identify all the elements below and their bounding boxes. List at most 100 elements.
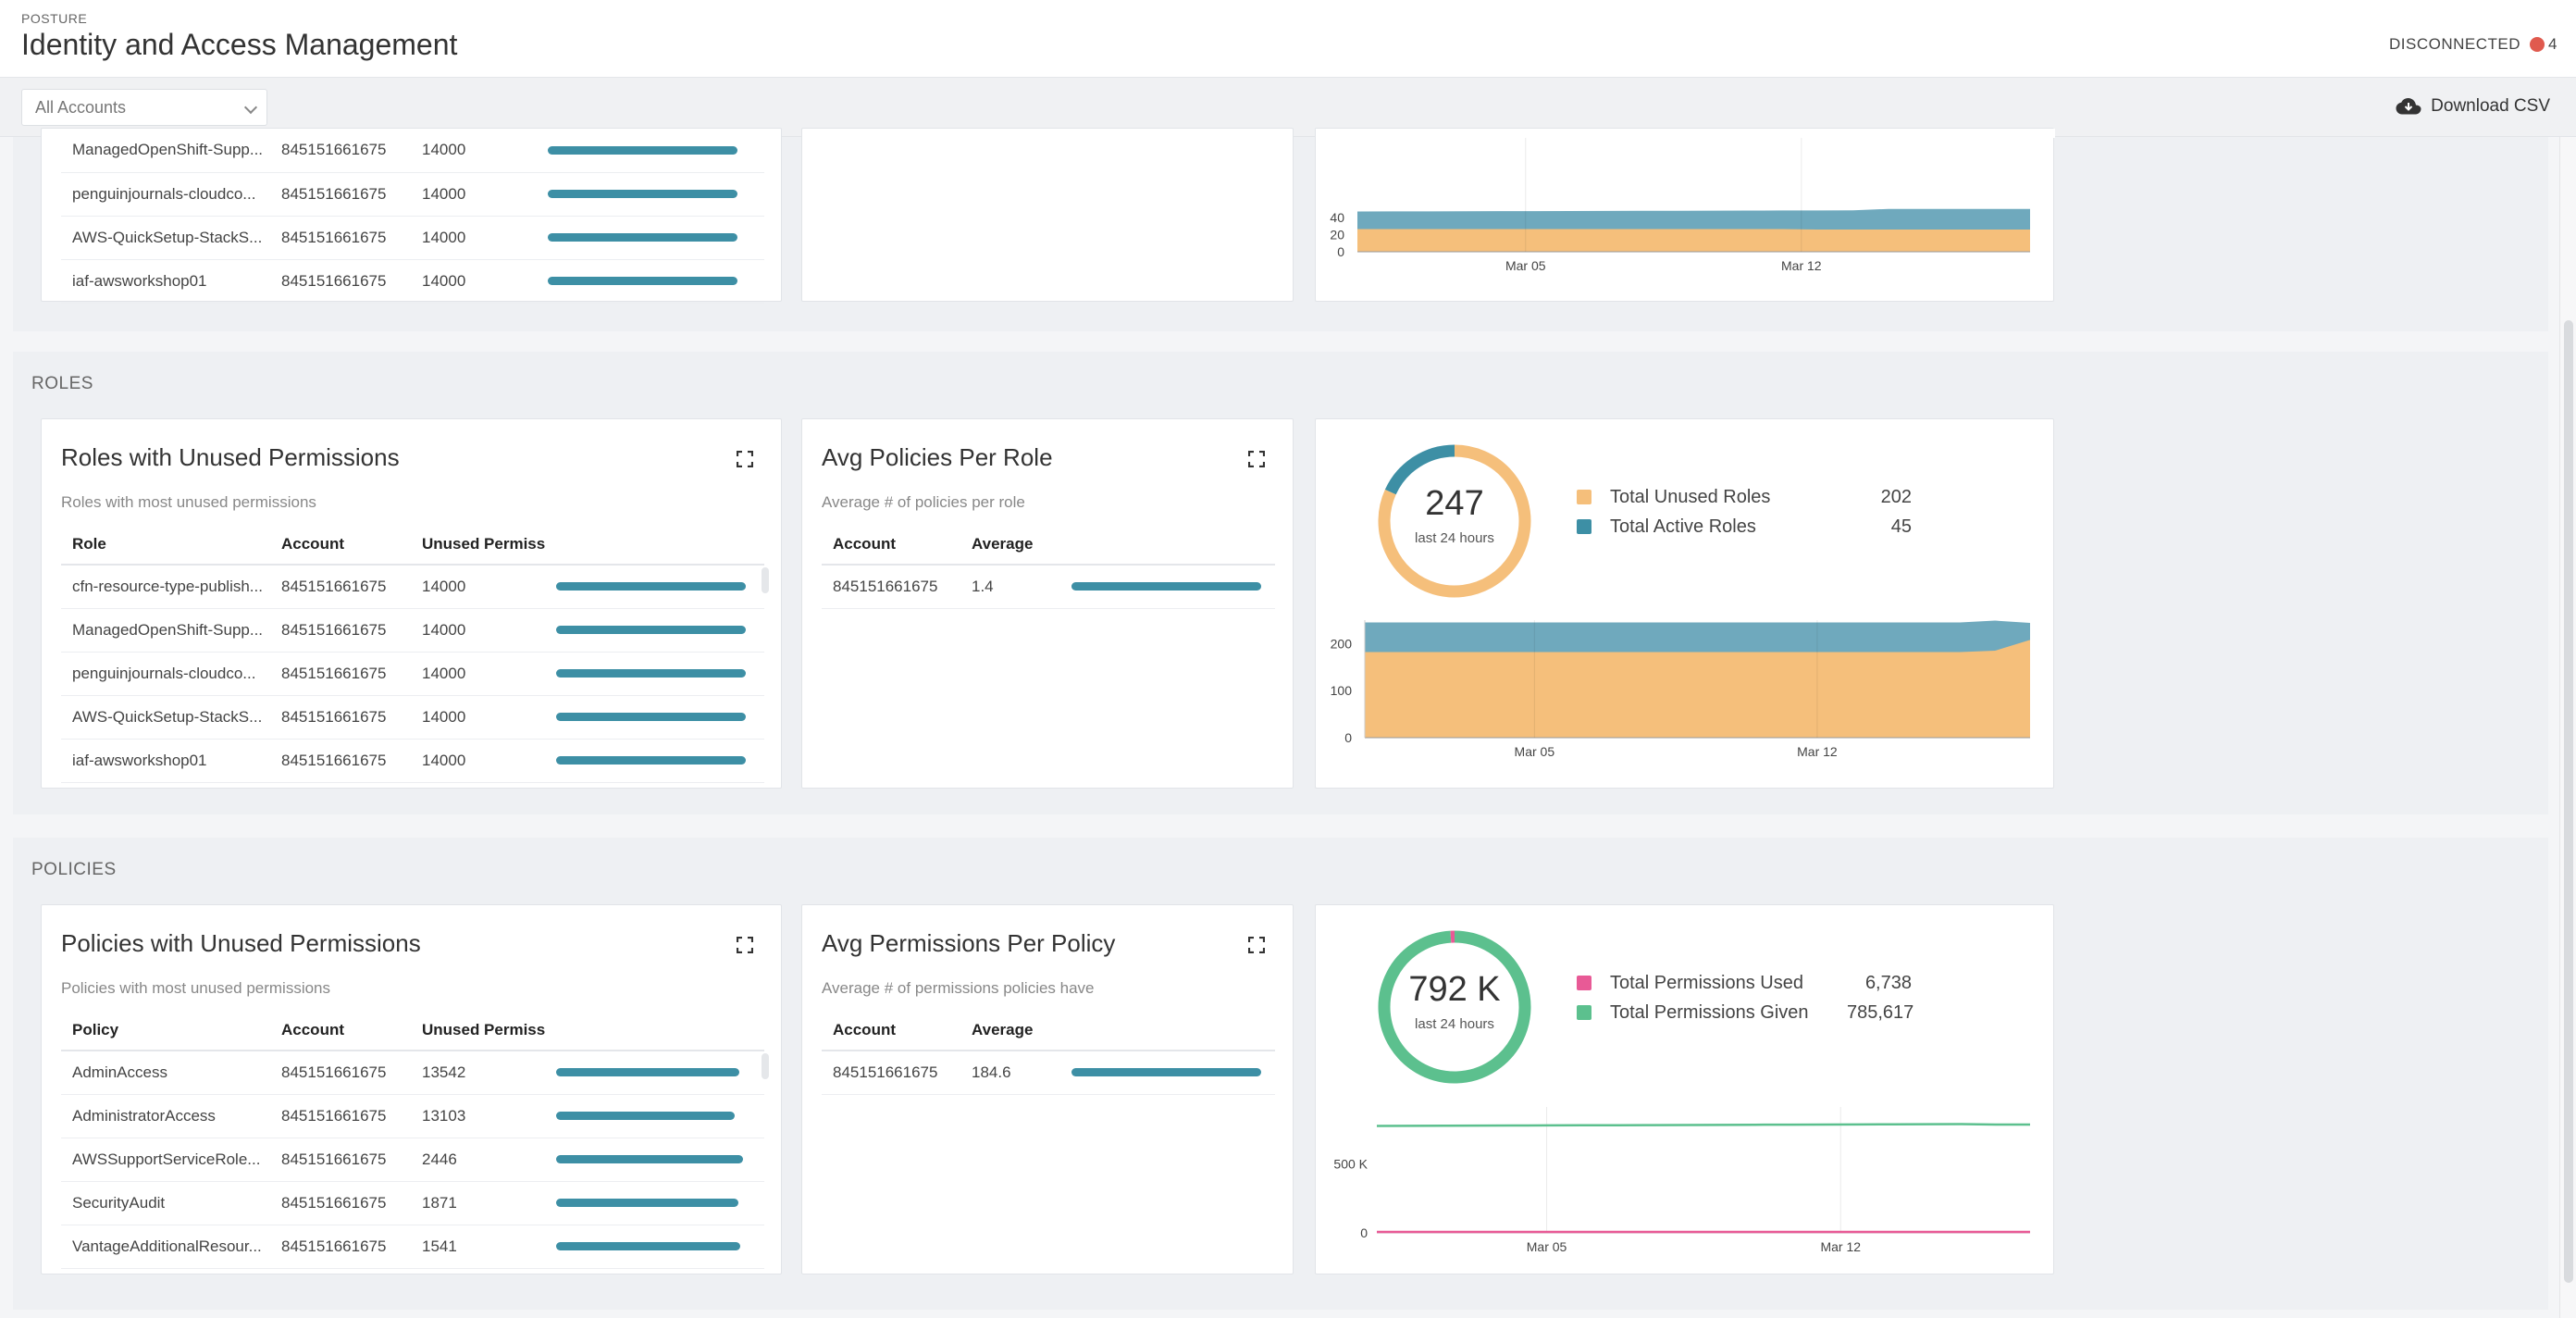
cell-bar — [545, 652, 764, 696]
tick-label: Mar 12 — [1781, 258, 1822, 273]
page-scrollbar-thumb[interactable] — [2564, 320, 2573, 1283]
page-scrollbar[interactable] — [2559, 137, 2576, 1318]
col-account[interactable]: Account — [822, 1010, 960, 1051]
col-account[interactable]: Account — [822, 524, 960, 566]
table-scrollbar[interactable] — [762, 1053, 769, 1079]
roles-history-chart: Mar 05 Mar 12 0 100 200 — [1331, 620, 2030, 759]
table-row[interactable]: 845151661675 184.6 — [822, 1051, 1275, 1095]
cell-bar — [545, 565, 764, 609]
cell-unused: 14000 — [411, 565, 546, 609]
cell-account: 845151661675 — [270, 216, 411, 260]
breadcrumb: POSTURE — [21, 11, 88, 26]
roles-period: last 24 hours — [1415, 530, 1494, 546]
page-title: Identity and Access Management — [21, 28, 458, 61]
policies-avg-subtitle: Average # of permissions policies have — [822, 979, 1095, 997]
cell-bar — [545, 695, 764, 740]
download-csv-button[interactable]: Download CSV — [2396, 96, 2550, 117]
table-row[interactable]: penguinjournals-cloudco... 845151661675 14… — [61, 652, 764, 696]
tick-label: Mar 05 — [1515, 744, 1555, 759]
table-row[interactable]: cfn-resource-type-publish... 845151661675… — [61, 565, 764, 609]
download-csv-label: Download CSV — [2431, 96, 2550, 116]
policies-section: POLICIES Policies with Unused Permission… — [13, 838, 2548, 1310]
roles-avg-card: Avg Policies Per Role Average # of polic… — [801, 418, 1294, 789]
table-row[interactable]: AdministratorAccess 845151661675 13103 — [61, 1094, 764, 1138]
progress-bar — [548, 145, 737, 155]
table-row[interactable]: ManagedOpenShift-Supp... 845151661675 1400… — [61, 129, 764, 173]
expand-icon[interactable] — [737, 937, 753, 953]
cell-name: VantageAdditionalResour... — [61, 1225, 270, 1269]
col-account[interactable]: Account — [270, 1010, 411, 1051]
tick-label: 40 — [1330, 210, 1344, 225]
donut-slice — [1384, 444, 1455, 495]
cell-name: iaf-awsworkshop01 — [61, 259, 270, 304]
table-row[interactable]: AWSSupportServiceRole... 845151661675 2446 — [61, 1138, 764, 1182]
cell-account: 845151661675 — [270, 1138, 411, 1182]
col-average[interactable]: Average — [960, 1010, 1060, 1051]
cell-bar — [1060, 565, 1275, 609]
policies-total: 792 K — [1408, 970, 1501, 1009]
tick-label: Mar 12 — [1797, 744, 1838, 759]
cell-name: cfn-resource-type-publish... — [61, 565, 270, 609]
col-average[interactable]: Average — [960, 524, 1060, 566]
table-row[interactable]: iaf-awsworkshop01 845151661675 14000 — [61, 739, 764, 783]
cell-account: 845151661675 — [270, 1094, 411, 1138]
status-label: DISCONNECTED — [2389, 35, 2521, 53]
policies-history-chart: Mar 05 Mar 12 0 500 K — [1333, 1107, 2030, 1254]
table-row[interactable]: penguinjournals-cloudco... 845151661675 14… — [61, 172, 764, 217]
progress-bar-fill — [556, 713, 747, 721]
progress-bar — [556, 669, 747, 678]
legend-item-permissions-used: Total Permissions Used 6,738 — [1577, 968, 1912, 998]
cell-name: AWSSupportServiceRole... — [61, 1138, 270, 1182]
cell-unused: 14000 — [411, 216, 537, 260]
expand-icon[interactable] — [1248, 451, 1265, 467]
cell-name: iaf-awsworkshop01 — [61, 739, 270, 783]
cell-name: SecurityAudit — [61, 1181, 270, 1225]
tick-label: 0 — [1360, 1225, 1368, 1240]
roles-avg-subtitle: Average # of policies per role — [822, 493, 1025, 511]
toolbar: All Accounts Download CSV — [0, 78, 2576, 137]
table-row[interactable]: AWS-QuickSetup-StackS... 845151661675 1400… — [61, 216, 764, 260]
policies-unused-table: Policy Account Unused Permiss AdminAcces… — [61, 1010, 764, 1269]
table-row[interactable]: iaf-awsworkshop01 845151661675 14000 — [61, 259, 764, 304]
tick-label: 20 — [1330, 228, 1344, 242]
roles-section-label: ROLES — [31, 374, 93, 393]
progress-bar — [556, 1112, 746, 1120]
tick-label: 500 K — [1333, 1157, 1368, 1172]
roles-unused-table: Role Account Unused Permiss cfn-resource… — [61, 524, 764, 783]
progress-bar-fill — [548, 190, 737, 198]
expand-icon[interactable] — [737, 451, 753, 467]
table-row[interactable]: AWS-QuickSetup-StackS... 845151661675 1400… — [61, 695, 764, 740]
col-unused-permissions[interactable]: Unused Permiss — [411, 1010, 546, 1051]
progress-bar — [556, 1242, 746, 1250]
roles-summary-card: 247 last 24 hours Total Unused Roles 202 … — [1315, 418, 2054, 789]
cell-bar — [537, 172, 764, 217]
users-summary-card: Mar 05 Mar 12 0 20 40 — [1315, 128, 2055, 302]
table-row[interactable]: SecurityAudit 845151661675 1871 — [61, 1181, 764, 1225]
progress-bar — [556, 1068, 746, 1077]
cell-unused: 2446 — [411, 1138, 546, 1182]
cell-bar — [537, 129, 764, 173]
col-account[interactable]: Account — [270, 524, 411, 566]
table-row[interactable]: VantageAdditionalResour... 845151661675 15… — [61, 1225, 764, 1269]
cell-unused: 14000 — [411, 129, 537, 173]
col-policy[interactable]: Policy — [61, 1010, 270, 1051]
progress-bar — [548, 190, 737, 198]
cell-account: 845151661675 — [270, 739, 411, 783]
col-role[interactable]: Role — [61, 524, 270, 566]
account-select[interactable]: All Accounts — [21, 89, 267, 126]
cell-unused: 13103 — [411, 1094, 546, 1138]
cell-account: 845151661675 — [270, 652, 411, 696]
col-unused-permissions[interactable]: Unused Permiss — [411, 524, 546, 566]
table-row[interactable]: AdminAccess 845151661675 13542 — [61, 1051, 764, 1095]
users-unused-table: ManagedOpenShift-Supp... 845151661675 1400… — [61, 129, 764, 304]
table-row[interactable]: ManagedOpenShift-Supp... 845151661675 1400… — [61, 608, 764, 653]
table-scrollbar[interactable] — [762, 567, 769, 593]
progress-bar — [556, 1155, 746, 1163]
table-row[interactable]: 845151661675 1.4 — [822, 565, 1275, 609]
connection-status: DISCONNECTED 4 — [2389, 35, 2557, 54]
cell-account: 845151661675 — [270, 129, 411, 173]
policies-unused-subtitle: Policies with most unused permissions — [61, 979, 331, 997]
roles-unused-subtitle: Roles with most unused permissions — [61, 493, 316, 511]
expand-icon[interactable] — [1248, 937, 1265, 953]
cell-name: AWS-QuickSetup-StackS... — [61, 695, 270, 740]
